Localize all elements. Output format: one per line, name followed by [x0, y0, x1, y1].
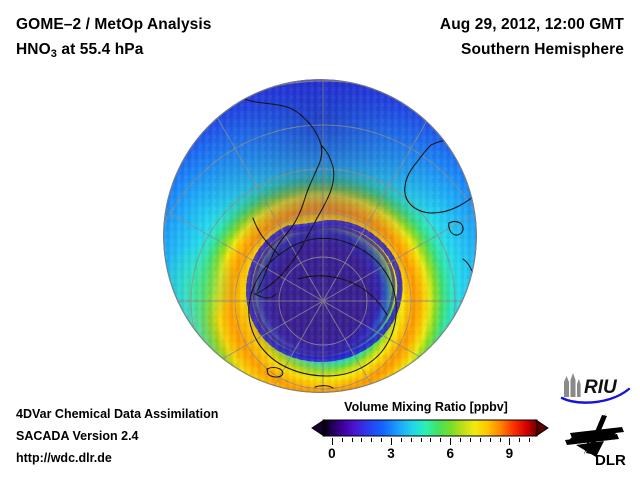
colorbar-tick-label: 9 — [505, 446, 514, 461]
riu-swoosh-icon — [560, 387, 631, 404]
colorbar-title: Volume Mixing Ratio [ppbv] — [344, 400, 508, 414]
dlr-logo: DLR — [562, 411, 632, 469]
dlr-logo-svg: DLR — [565, 413, 626, 469]
colorbar-minor-tick — [499, 438, 501, 442]
riu-logo-svg: RIU — [560, 373, 631, 404]
species-level-label: HNO3 at 55.4 hPa — [16, 37, 346, 64]
colorbar-minor-tick — [479, 438, 481, 442]
colorbar-extend-high-arrow — [535, 419, 549, 437]
version-label: SACADA Version 2.4 — [16, 429, 139, 443]
dataset-title: GOME–2 / MetOp Analysis — [16, 16, 212, 33]
map-field-layer — [163, 79, 477, 393]
dlr-star-icon — [565, 413, 624, 457]
colorbar-major-tick — [331, 438, 333, 445]
colorbar-minor-tick — [519, 438, 521, 442]
colorbar-ticks — [310, 438, 550, 446]
footer-left-block: 4DVar Chemical Data Assimilation SACADA … — [16, 403, 218, 469]
colorbar-minor-tick — [469, 438, 471, 442]
colorbar-major-tick — [450, 438, 452, 445]
polar-map — [160, 76, 480, 396]
website-url[interactable]: http://wdc.dlr.de — [16, 451, 112, 465]
dlr-wordmark: DLR — [595, 452, 626, 469]
colorbar-tick-label: 3 — [387, 446, 395, 461]
globe-limb — [163, 79, 477, 393]
colorbar-minor-tick — [341, 438, 343, 442]
globe-disc — [163, 79, 477, 393]
riu-spires-icon — [564, 373, 581, 397]
colorbar-major-tick — [509, 438, 511, 445]
colorbar-tick-label: 6 — [446, 446, 454, 461]
riu-logo: RIU — [560, 371, 632, 405]
colorbar-minor-tick — [381, 438, 383, 442]
colorbar-gradient-svg — [311, 419, 549, 437]
hemisphere-label: Southern Hemisphere — [461, 41, 624, 58]
header-right-block: Aug 29, 2012, 12:00 GMT Southern Hemisph… — [324, 12, 624, 62]
method-label: 4DVar Chemical Data Assimilation — [16, 407, 219, 421]
colorbar-minor-tick — [529, 438, 531, 442]
colorbar-minor-tick — [440, 438, 442, 442]
colorbar-tick-labels: 0 3 6 9 — [310, 446, 550, 464]
colorbar-minor-tick — [460, 438, 462, 442]
colorbar-gradient-rect — [322, 419, 538, 437]
colorbar-minor-tick — [420, 438, 422, 442]
colorbar-minor-tick — [351, 438, 353, 442]
coastline-africa — [454, 79, 473, 135]
colorbar-minor-tick — [361, 438, 363, 442]
timestamp-label: Aug 29, 2012, 12:00 GMT — [439, 16, 624, 33]
colorbar: Volume Mixing Ratio [ppbv] 0 3 6 9 — [310, 400, 550, 464]
colorbar-minor-tick — [410, 438, 412, 442]
colorbar-minor-tick — [371, 438, 373, 442]
colorbar-tick-label: 0 — [328, 446, 336, 461]
riu-wordmark: RIU — [584, 377, 618, 398]
colorbar-minor-tick — [489, 438, 491, 442]
species-name: HNO — [16, 41, 51, 58]
colorbar-minor-tick — [430, 438, 432, 442]
globe-svg — [163, 79, 477, 393]
colorbar-bar-row — [310, 418, 550, 438]
pixelation-texture — [163, 79, 477, 393]
colorbar-extend-low-arrow — [311, 419, 325, 437]
colorbar-major-tick — [391, 438, 393, 445]
colorbar-minor-tick — [400, 438, 402, 442]
species-subscript: 3 — [50, 48, 57, 60]
pressure-level-text: at 55.4 hPa — [56, 41, 144, 58]
header-left-block: GOME–2 / MetOp Analysis HNO3 at 55.4 hPa — [16, 12, 346, 64]
